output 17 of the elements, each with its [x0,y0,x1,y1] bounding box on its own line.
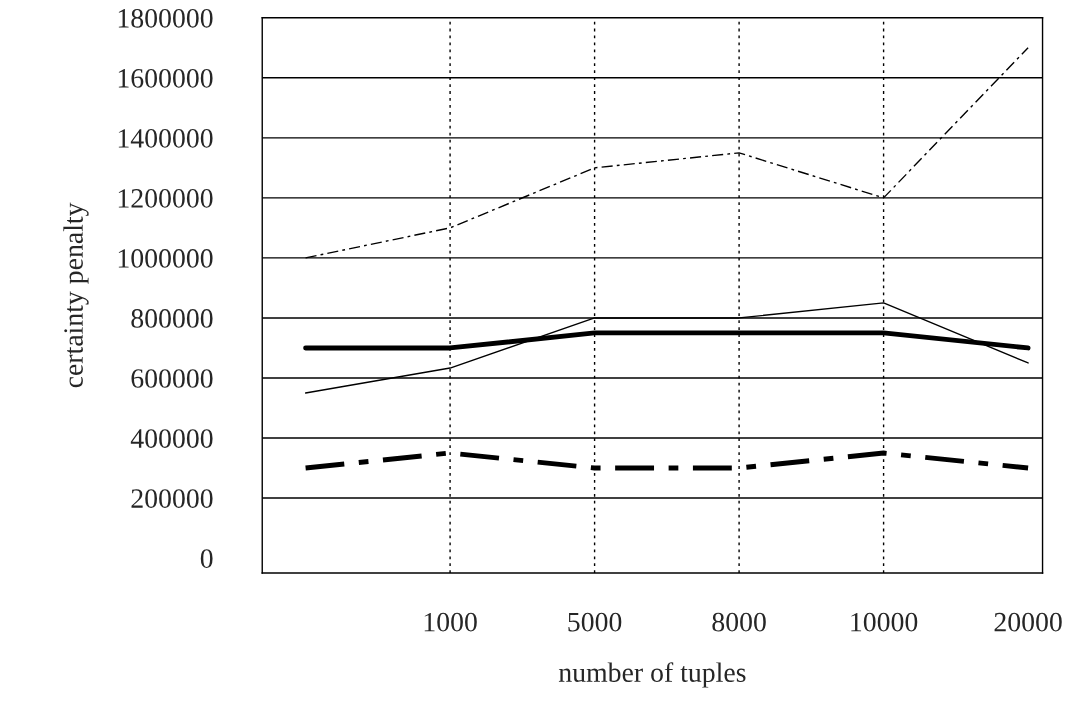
y-tick-label: 1600000 [118,68,213,88]
x-tick-label: 8000 [712,612,766,632]
x-tick-label: 20000 [994,612,1062,632]
y-tick-label: 0 [200,549,213,568]
x-tick-label: 5000 [568,612,622,632]
y-tick-label: 200000 [131,489,213,508]
y-tick-label: 1200000 [118,189,213,208]
y-tick-label: 1800000 [118,8,213,28]
y-tick-label: 600000 [131,369,213,388]
x-tick-label: 1000 [424,612,477,632]
y-tick-label: 800000 [131,309,213,328]
y-axis-title: certainty penalty [63,202,89,388]
x-axis-title: number of tuples [558,662,746,688]
y-tick-label: 400000 [130,429,213,448]
y-tick-label: 1400000 [118,129,213,148]
y-tick-label: 1000000 [118,249,213,268]
x-tick-label: 10000 [851,612,918,632]
